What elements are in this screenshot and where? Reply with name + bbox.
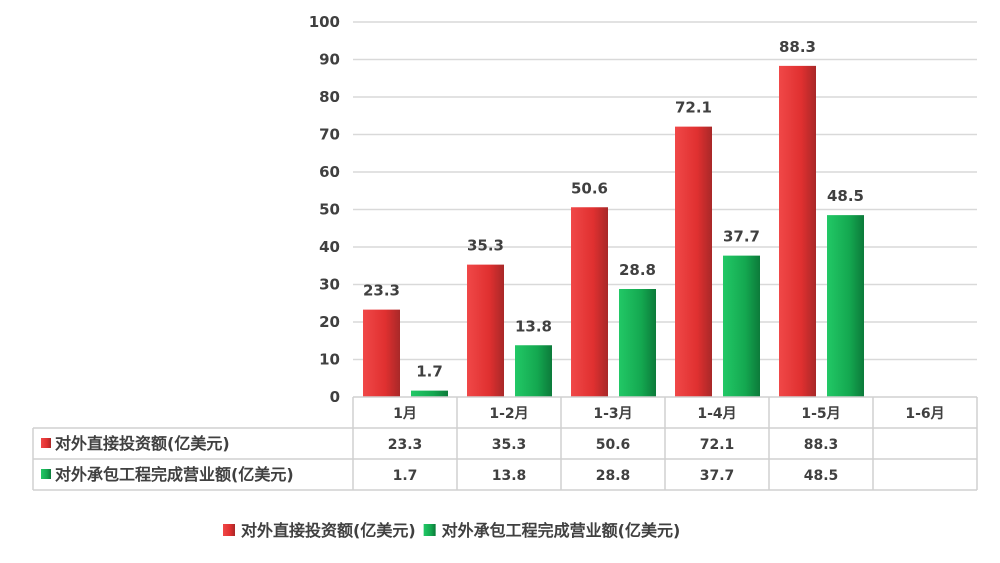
- data-label: 72.1: [675, 99, 712, 117]
- legend-label: 对外直接投资额(亿美元): [241, 521, 416, 540]
- table-cell: 35.3: [492, 437, 527, 453]
- bar-contracting: [827, 215, 864, 397]
- y-tick-label: 50: [319, 201, 340, 219]
- table-cell: 28.8: [596, 468, 631, 484]
- table-cell: 48.5: [804, 468, 839, 484]
- bar-investment: [779, 65, 816, 397]
- table-row-label: 对外承包工程完成营业额(亿美元): [55, 465, 294, 484]
- data-label: 88.3: [779, 38, 816, 56]
- legend-swatch: [223, 524, 235, 536]
- bar-investment: [571, 207, 608, 397]
- bar-investment: [467, 264, 504, 397]
- table-cell: 1.7: [393, 468, 418, 484]
- data-label: 23.3: [363, 282, 400, 300]
- legend-swatch: [423, 524, 436, 536]
- y-tick-label: 40: [319, 238, 340, 256]
- x-category-label: 1-6月: [905, 406, 944, 422]
- y-tick-label: 10: [319, 351, 340, 369]
- y-tick-label: 20: [319, 313, 340, 331]
- y-tick-label: 100: [309, 13, 340, 31]
- bar-contracting: [619, 289, 656, 397]
- table-cell: 13.8: [492, 468, 527, 484]
- x-category-label: 1-5月: [801, 406, 840, 422]
- legend-key-1: [41, 469, 51, 479]
- x-category-label: 1-3月: [593, 406, 632, 422]
- y-tick-label: 30: [319, 276, 340, 294]
- bar-contracting: [723, 255, 760, 397]
- table-cell: 23.3: [388, 437, 423, 453]
- y-tick-label: 0: [330, 388, 340, 406]
- table-cell: 37.7: [700, 468, 735, 484]
- bar-contracting: [411, 390, 448, 397]
- bar-investment: [675, 126, 712, 397]
- data-label: 50.6: [571, 179, 608, 197]
- y-tick-label: 80: [319, 88, 340, 106]
- y-tick-label: 90: [319, 51, 340, 69]
- x-category-label: 1-4月: [697, 406, 736, 422]
- data-label: 48.5: [827, 187, 864, 205]
- data-label: 35.3: [467, 237, 504, 255]
- data-label: 13.8: [515, 317, 552, 335]
- table-cell: 50.6: [596, 437, 631, 453]
- x-category-label: 1月: [393, 406, 417, 422]
- legend-key-0: [41, 438, 51, 448]
- data-label: 1.7: [416, 363, 443, 381]
- y-tick-label: 70: [319, 126, 340, 144]
- data-label: 37.7: [723, 228, 760, 246]
- bar-investment: [363, 309, 400, 397]
- bar-contracting: [515, 345, 552, 397]
- legend-label: 对外承包工程完成营业额(亿美元): [442, 521, 681, 540]
- x-category-label: 1-2月: [489, 406, 528, 422]
- table-cell: 72.1: [700, 437, 735, 453]
- table-cell: 88.3: [804, 437, 839, 453]
- y-tick-label: 60: [319, 163, 340, 181]
- table-row-label: 对外直接投资额(亿美元): [55, 434, 230, 453]
- data-label: 28.8: [619, 261, 656, 279]
